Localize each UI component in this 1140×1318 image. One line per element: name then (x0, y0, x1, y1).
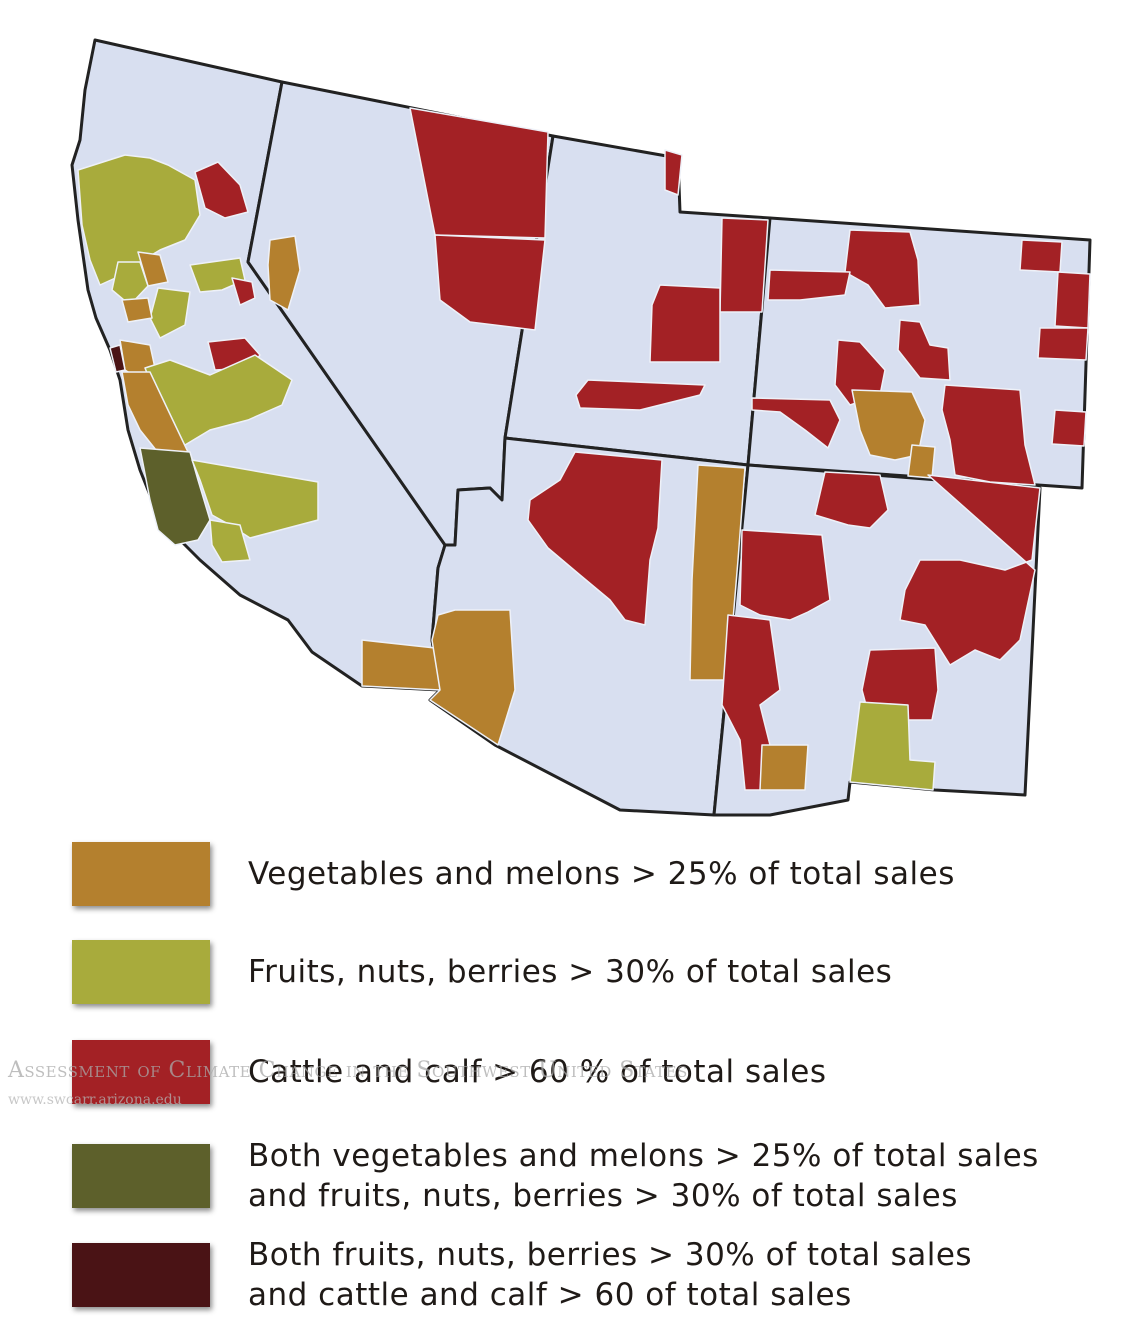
legend-item-fruits: Fruits, nuts, berries > 30% of total sal… (72, 940, 892, 1004)
county-vegetables (907, 444, 936, 479)
legend-label: Cattle and calf > 60 % of total sales (248, 1054, 827, 1090)
county-fruit (111, 261, 149, 306)
legend-label: Fruits, nuts, berries > 30% of total sal… (248, 954, 893, 990)
county-cattle (194, 161, 249, 219)
county-cattle (941, 384, 1036, 486)
legend-swatch (72, 842, 210, 906)
legend-swatch (72, 1243, 210, 1307)
county-cattle (897, 319, 951, 381)
county-vegetables (851, 389, 926, 461)
legend-label: Both vegetables and melons > 25% of tota… (248, 1138, 1039, 1214)
legend-swatch (72, 1144, 210, 1208)
legend-label: Both fruits, nuts, berries > 30% of tota… (248, 1237, 973, 1313)
county-cattle (1054, 271, 1091, 329)
southwest-county-map (70, 38, 1092, 817)
arizona-counties (429, 451, 746, 746)
county-cattle (899, 474, 1041, 666)
county-cattle (1051, 409, 1087, 447)
county-cattle (1019, 239, 1063, 273)
county-cattle (649, 284, 721, 363)
colorado-counties (751, 229, 1091, 486)
county-fruit (209, 519, 251, 563)
legend-swatch (72, 1040, 210, 1104)
watermark-title: Assessment of Climate Change in the Sout… (8, 1058, 688, 1083)
county-cattle (814, 471, 889, 529)
county-cattle (767, 269, 851, 301)
county-cattle (739, 529, 831, 621)
county-cattle (1037, 327, 1089, 361)
county-cattle (664, 149, 683, 196)
utah-counties (575, 149, 769, 411)
county-cattle (575, 379, 706, 411)
legend-item-both-fruit-cattle: Both fruits, nuts, berries > 30% of tota… (72, 1235, 972, 1315)
county-cattle (434, 234, 546, 331)
legend-label: Vegetables and melons > 25% of total sal… (248, 856, 955, 892)
county-vegetables (429, 609, 516, 746)
legend-item-both-veg-fruit: Both vegetables and melons > 25% of tota… (72, 1136, 1039, 1216)
new-mexico-counties (721, 471, 1041, 791)
watermark-url: www.swcarr.arizona.edu (8, 1092, 182, 1108)
county-cattle (409, 107, 549, 239)
county-fruit (77, 154, 201, 286)
county-vegetables (121, 297, 153, 323)
county-cattle (719, 217, 769, 313)
county-fruit (849, 701, 936, 791)
legend-swatch (72, 940, 210, 1004)
county-cattle (527, 451, 663, 626)
county-cattle (231, 277, 256, 306)
legend-item-cattle: Cattle and calf > 60 % of total sales (72, 1040, 826, 1104)
county-cattle (751, 397, 841, 449)
county-vegetables (361, 639, 441, 691)
nevada-counties (267, 107, 549, 331)
california-counties (77, 154, 441, 691)
county-cattle (861, 647, 939, 721)
legend-item-vegetables: Vegetables and melons > 25% of total sal… (72, 842, 955, 906)
county-vegetables (759, 744, 809, 791)
county-vegetables (267, 235, 301, 311)
county-both-fruit-cattle (109, 344, 126, 373)
